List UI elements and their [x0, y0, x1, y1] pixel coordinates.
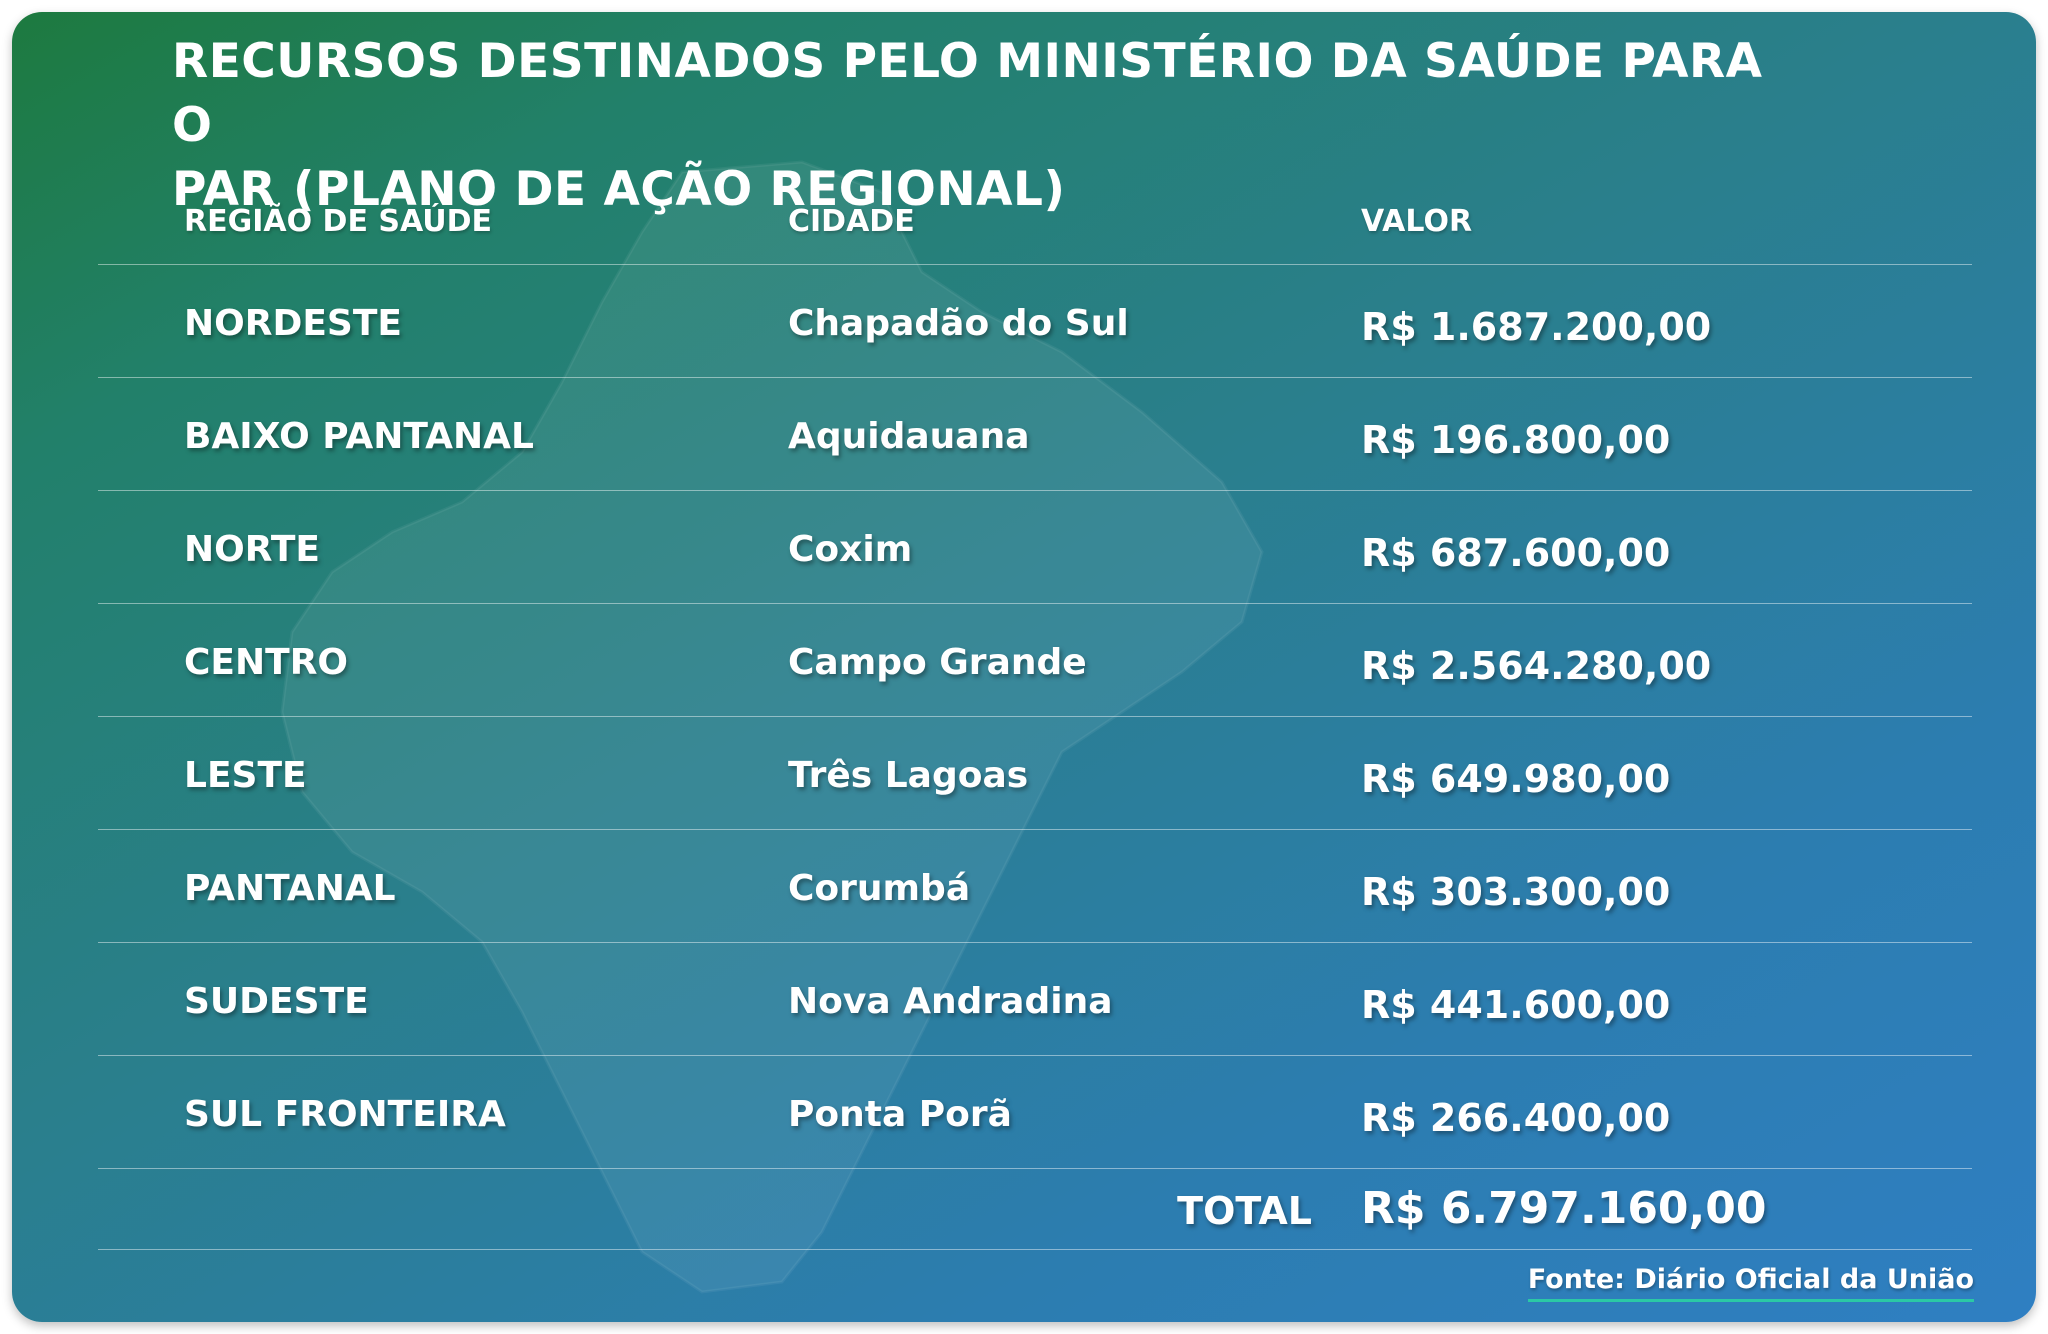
value-cell: R$ 649.980,00 [1361, 757, 1671, 801]
column-header-city: CIDADE [788, 204, 915, 239]
value-cell: R$ 441.600,00 [1361, 983, 1671, 1027]
page-title: RECURSOS DESTINADOS PELO MINISTÉRIO DA S… [172, 30, 1772, 222]
city-cell: Chapadão do Sul [788, 303, 1129, 344]
total-value: R$ 6.797.160,00 [1361, 1183, 1767, 1234]
region-cell: NORTE [184, 529, 320, 570]
table-row: SUL FRONTEIRA Ponta Porã R$ 266.400,00 [98, 1056, 1972, 1169]
state-map-silhouette [280, 160, 1264, 1294]
value-cell: R$ 303.300,00 [1361, 870, 1671, 914]
region-cell: PANTANAL [184, 868, 396, 909]
region-cell: BAIXO PANTANAL [184, 416, 534, 457]
value-cell: R$ 687.600,00 [1361, 531, 1671, 575]
table-row: NORDESTE Chapadão do Sul R$ 1.687.200,00 [98, 265, 1972, 378]
city-cell: Aquidauana [788, 416, 1030, 457]
city-cell: Três Lagoas [788, 755, 1029, 796]
column-header-value: VALOR [1361, 204, 1473, 239]
source-credit: Fonte: Diário Oficial da União [1527, 1264, 1974, 1302]
value-cell: R$ 1.687.200,00 [1361, 305, 1712, 349]
region-cell: NORDESTE [184, 303, 403, 344]
table-row: LESTE Três Lagoas R$ 649.980,00 [98, 717, 1972, 830]
region-cell: LESTE [184, 755, 307, 796]
table-header: REGIÃO DE SAÚDE CIDADE VALOR [98, 192, 1972, 265]
region-cell: SUDESTE [184, 981, 369, 1022]
city-cell: Coxim [788, 529, 913, 570]
table-row: PANTANAL Corumbá R$ 303.300,00 [98, 830, 1972, 943]
value-cell: R$ 266.400,00 [1361, 1096, 1671, 1140]
region-cell: CENTRO [184, 642, 349, 683]
city-cell: Corumbá [788, 868, 971, 909]
table-row: SUDESTE Nova Andradina R$ 441.600,00 [98, 943, 1972, 1056]
city-cell: Nova Andradina [788, 981, 1113, 1022]
value-cell: R$ 196.800,00 [1361, 418, 1671, 462]
city-cell: Campo Grande [788, 642, 1087, 683]
region-cell: SUL FRONTEIRA [184, 1094, 506, 1135]
table-row: NORTE Coxim R$ 687.600,00 [98, 491, 1972, 604]
column-header-region: REGIÃO DE SAÚDE [184, 204, 493, 239]
table-row: BAIXO PANTANAL Aquidauana R$ 196.800,00 [98, 378, 1972, 491]
city-cell: Ponta Porã [788, 1094, 1012, 1135]
title-line-1: RECURSOS DESTINADOS PELO MINISTÉRIO DA S… [172, 34, 1763, 153]
title-line-2: PAR (PLANO DE AÇÃO REGIONAL) [172, 162, 1066, 217]
infographic-card: RECURSOS DESTINADOS PELO MINISTÉRIO DA S… [12, 12, 2036, 1322]
value-cell: R$ 2.564.280,00 [1361, 644, 1712, 688]
resources-table: REGIÃO DE SAÚDE CIDADE VALOR NORDESTE Ch… [98, 192, 1972, 1250]
table-row: CENTRO Campo Grande R$ 2.564.280,00 [98, 604, 1972, 717]
total-row: TOTAL R$ 6.797.160,00 [98, 1169, 1972, 1250]
total-label: TOTAL [1177, 1189, 1312, 1233]
